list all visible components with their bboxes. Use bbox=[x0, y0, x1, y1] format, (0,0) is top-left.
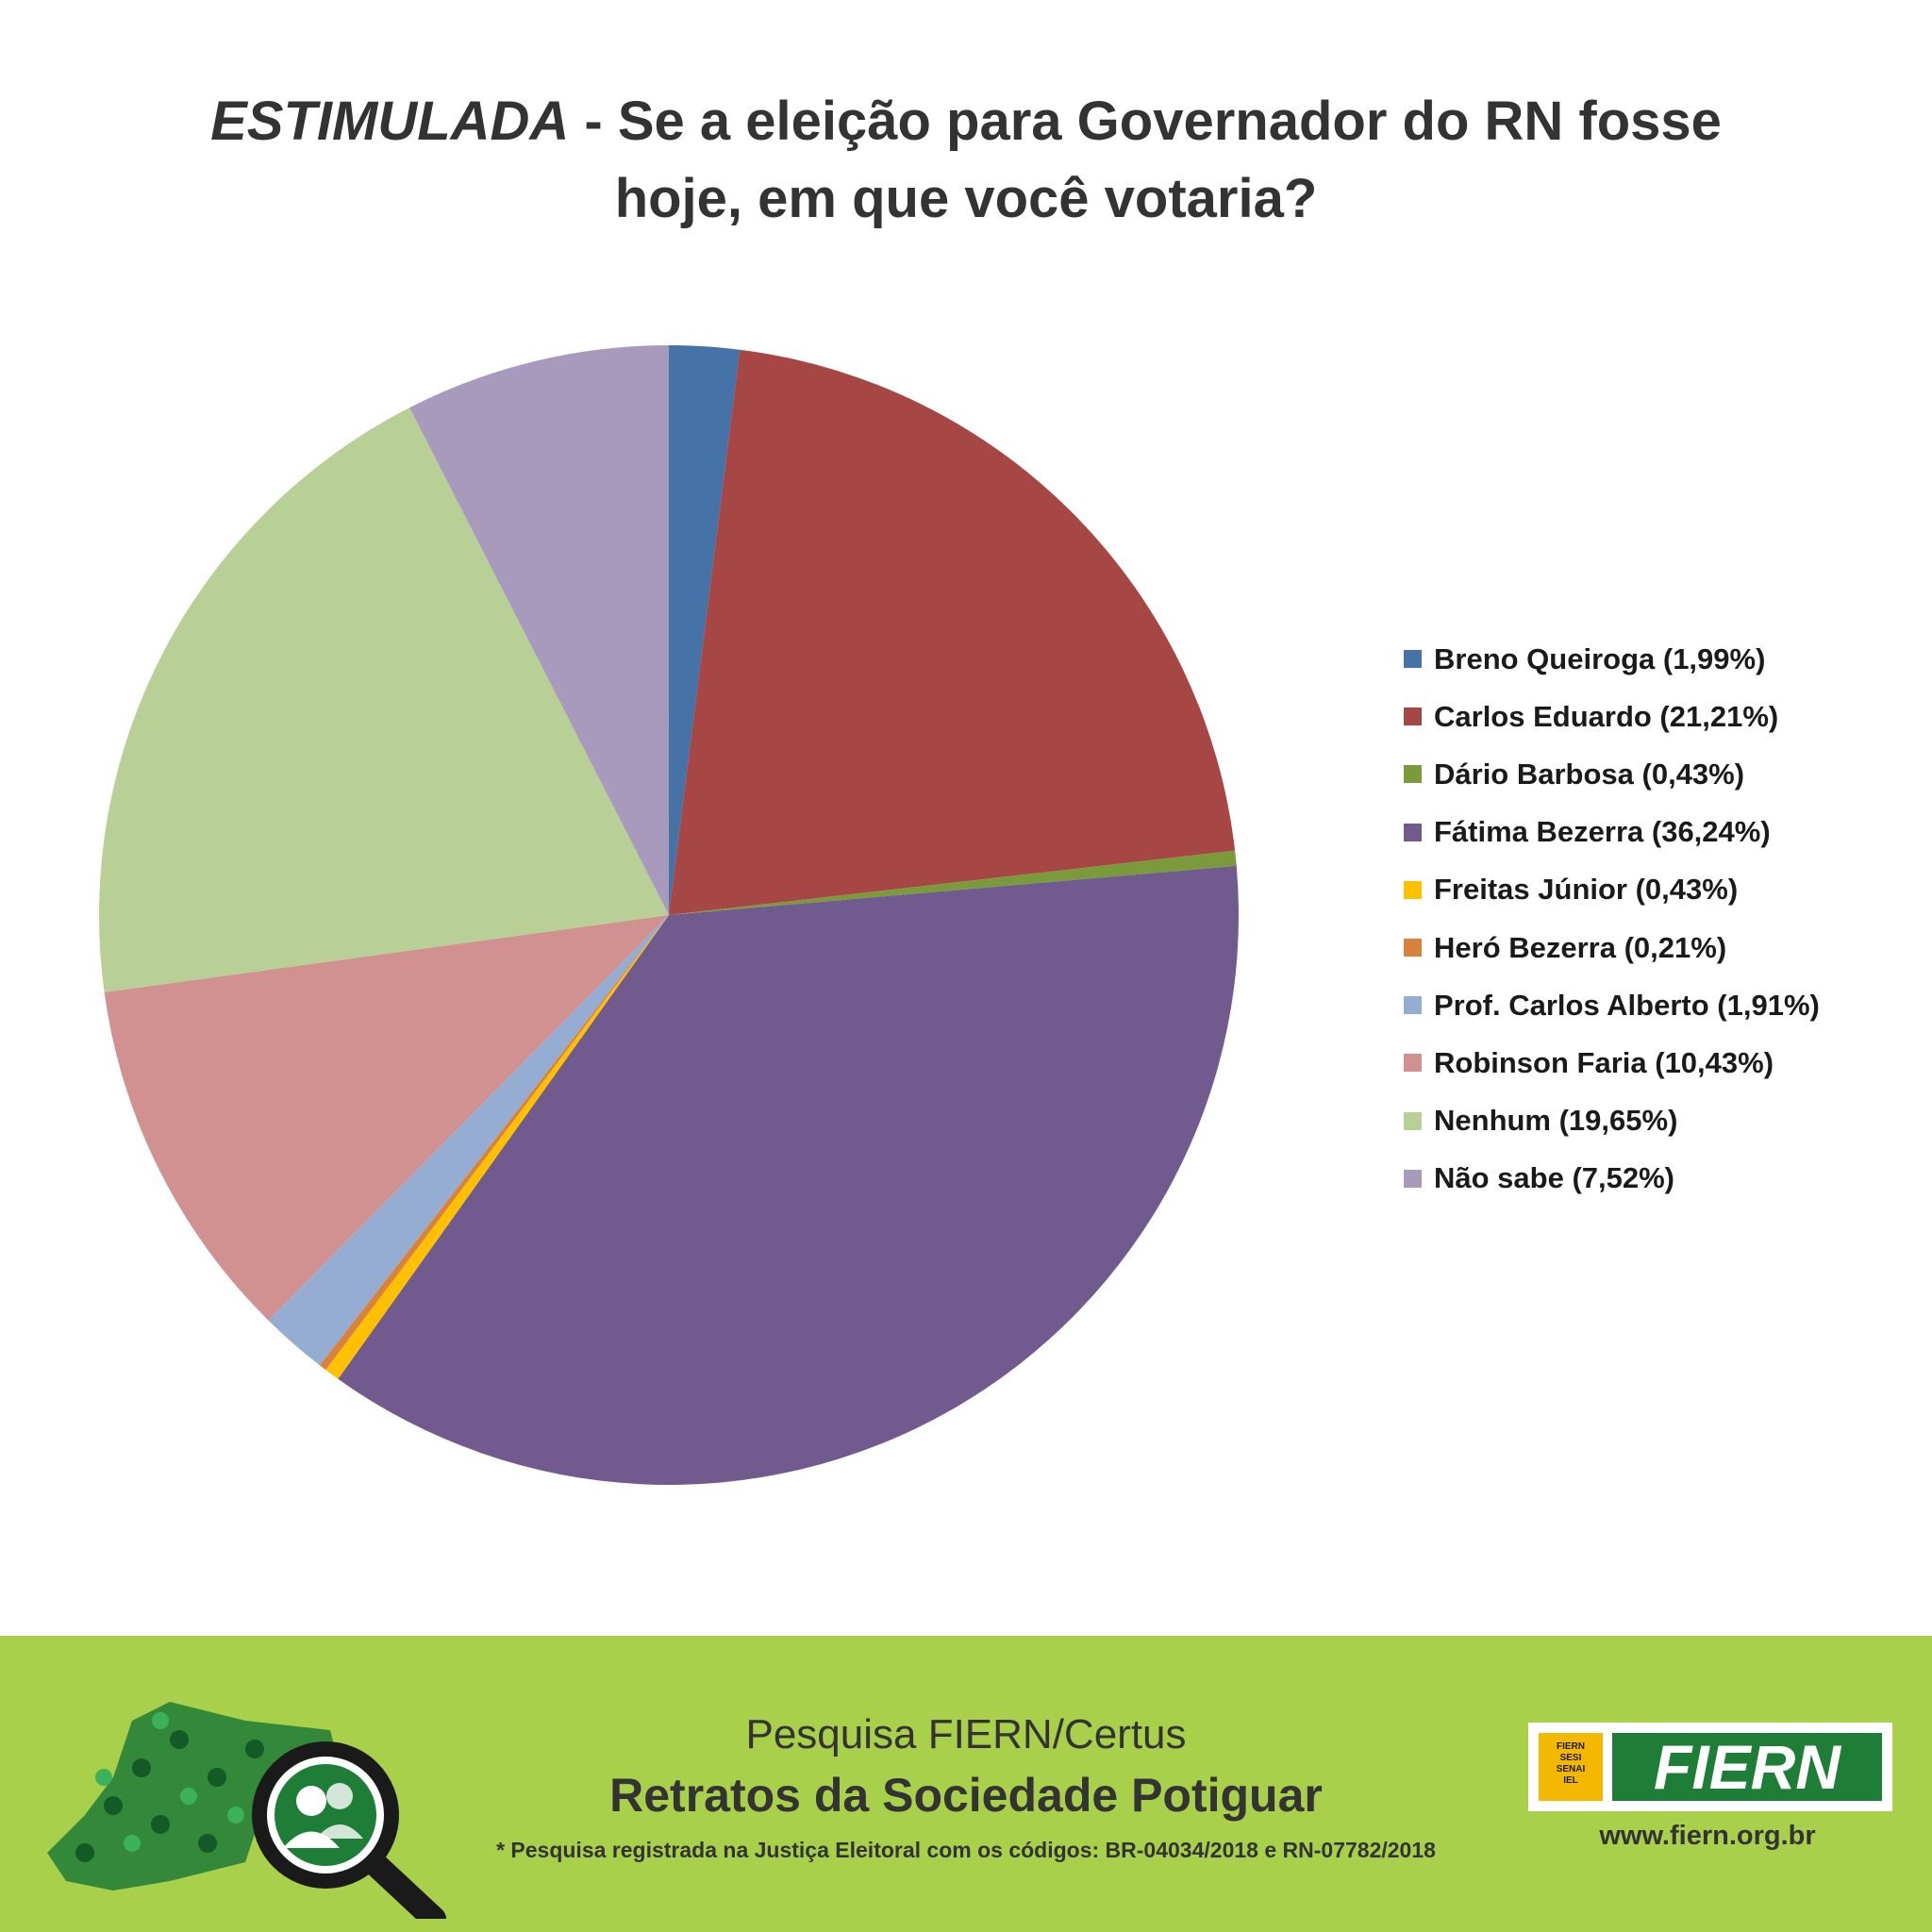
pie-slice-4 bbox=[325, 915, 669, 1379]
legend-swatch-4 bbox=[1404, 880, 1422, 899]
fiern-url[interactable]: www.fiern.org.br bbox=[1599, 1821, 1816, 1851]
pie-slice-6 bbox=[268, 915, 669, 1366]
pie-slice-1 bbox=[669, 349, 1236, 915]
legend-swatch-8 bbox=[1404, 1111, 1422, 1130]
pie-slice-0 bbox=[669, 345, 741, 915]
legend-swatch-2 bbox=[1404, 765, 1422, 784]
legend-item-0: Breno Queiroga (1,99%) bbox=[1404, 630, 1820, 688]
legend-label-7: Robinson Faria (10,43%) bbox=[1434, 1045, 1774, 1079]
legend-item-4: Freitas Júnior (0,43%) bbox=[1404, 861, 1820, 919]
legend-item-5: Heró Bezerra (0,21%) bbox=[1404, 919, 1820, 976]
legend-item-1: Carlos Eduardo (21,21%) bbox=[1404, 688, 1820, 745]
registration-note: * Pesquisa registrada na Justiça Eleitor… bbox=[496, 1838, 1436, 1862]
magnifier-icon bbox=[252, 1741, 446, 1919]
pie-slice-8 bbox=[99, 408, 670, 992]
fiern-logo-word: FIERN bbox=[1612, 1733, 1882, 1801]
title-rest: - Se a eleição para Governador do RN fos… bbox=[569, 91, 1722, 152]
pie-chart bbox=[99, 345, 1239, 1485]
title-emphasis: ESTIMULADA bbox=[210, 91, 570, 152]
pie-slice-2 bbox=[669, 850, 1237, 915]
legend-item-6: Prof. Carlos Alberto (1,91%) bbox=[1404, 976, 1820, 1034]
legend-label-6: Prof. Carlos Alberto (1,91%) bbox=[1434, 988, 1820, 1022]
survey-name: Pesquisa FIERN/Certus bbox=[745, 1711, 1187, 1757]
legend-label-2: Dário Barbosa (0,43%) bbox=[1434, 757, 1745, 791]
series-name: Retratos da Sociedade Potiguar bbox=[609, 1769, 1323, 1822]
footer-banner: Pesquisa FIERN/Certus Retratos da Socied… bbox=[0, 1636, 1932, 1932]
legend-swatch-3 bbox=[1404, 823, 1422, 841]
legend-swatch-7 bbox=[1404, 1054, 1422, 1073]
legend-label-8: Nenhum (19,65%) bbox=[1434, 1104, 1678, 1138]
pie-slice-9 bbox=[409, 345, 669, 915]
legend-label-4: Freitas Júnior (0,43%) bbox=[1434, 873, 1739, 907]
pie-slice-7 bbox=[104, 915, 669, 1321]
title-line2: hoje, em que você votaria? bbox=[614, 168, 1318, 229]
fiern-logo: FIERN SESI SENAI IEL FIERN bbox=[1528, 1723, 1892, 1811]
pie-slice-5 bbox=[319, 915, 669, 1371]
legend-label-5: Heró Bezerra (0,21%) bbox=[1434, 930, 1727, 964]
fiern-logo-box: FIERN SESI SENAI IEL bbox=[1539, 1733, 1603, 1801]
legend-swatch-9 bbox=[1404, 1169, 1422, 1188]
chart-legend: Breno Queiroga (1,99%) Carlos Eduardo (21… bbox=[1404, 630, 1820, 1208]
legend-item-9: Não sabe (7,52%) bbox=[1404, 1150, 1820, 1208]
legend-item-3: Fátima Bezerra (36,24%) bbox=[1404, 804, 1820, 861]
legend-label-9: Não sabe (7,52%) bbox=[1434, 1161, 1674, 1195]
people-map-icon bbox=[47, 1702, 340, 1890]
legend-swatch-1 bbox=[1404, 708, 1422, 726]
pie-slice-3 bbox=[338, 865, 1239, 1485]
legend-label-1: Carlos Eduardo (21,21%) bbox=[1434, 699, 1779, 733]
legend-swatch-0 bbox=[1404, 650, 1422, 669]
legend-item-7: Robinson Faria (10,43%) bbox=[1404, 1034, 1820, 1091]
legend-item-8: Nenhum (19,65%) bbox=[1404, 1092, 1820, 1150]
legend-label-3: Fátima Bezerra (36,24%) bbox=[1434, 815, 1771, 849]
legend-item-2: Dário Barbosa (0,43%) bbox=[1404, 745, 1820, 803]
legend-swatch-5 bbox=[1404, 939, 1422, 958]
survey-magnifier-logo bbox=[47, 1702, 446, 1919]
legend-swatch-6 bbox=[1404, 996, 1422, 1015]
chart-title: ESTIMULADA - Se a eleição para Governado… bbox=[0, 83, 1932, 238]
legend-label-0: Breno Queiroga (1,99%) bbox=[1434, 641, 1766, 675]
